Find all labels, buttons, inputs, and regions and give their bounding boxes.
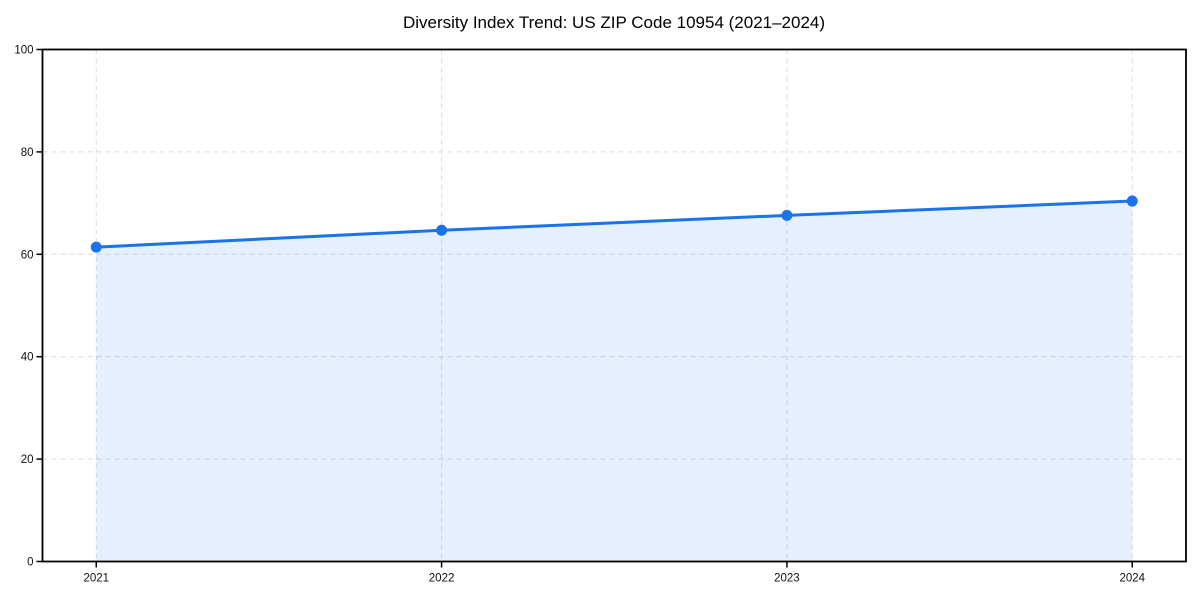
x-tick-label: 2021 (83, 573, 109, 585)
x-tick-label: 2024 (1119, 573, 1145, 585)
data-point (436, 224, 448, 236)
y-tick-label: 60 (21, 249, 34, 261)
y-tick-label: 0 (27, 557, 33, 569)
x-tick-label: 2023 (774, 573, 800, 585)
area-fill (96, 201, 1133, 562)
y-tick-label: 40 (21, 352, 34, 364)
y-tick-label: 20 (21, 454, 34, 466)
data-point (1126, 195, 1138, 207)
trend-line (94, 199, 1134, 249)
data-point (90, 241, 102, 253)
chart-title: Diversity Index Trend: US ZIP Code 10954… (403, 13, 825, 32)
y-tick-label: 80 (21, 147, 34, 159)
x-tick-label: 2022 (429, 573, 455, 585)
data-point (781, 209, 793, 221)
y-tick-label: 100 (14, 45, 33, 57)
axis-frame (41, 48, 1187, 563)
